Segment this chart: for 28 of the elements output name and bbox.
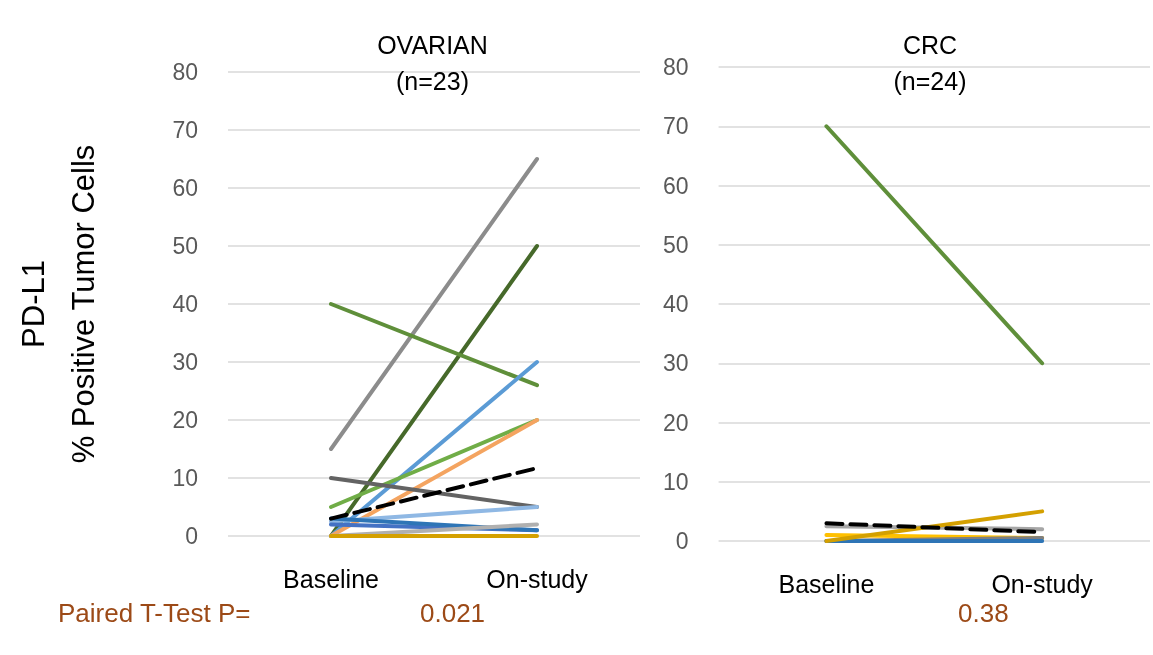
y-tick-label: 50 bbox=[172, 233, 198, 259]
y-tick-label: 30 bbox=[172, 349, 198, 375]
y-tick-label: 30 bbox=[662, 350, 689, 377]
x-tick-label: On-study bbox=[991, 569, 1094, 598]
y-tick-label: 0 bbox=[185, 523, 198, 549]
y-tick-label: 60 bbox=[662, 172, 689, 199]
y-tick-label: 70 bbox=[172, 117, 198, 143]
y-tick-label: 20 bbox=[662, 409, 689, 436]
chart-title: CRC (n=24) bbox=[893, 31, 967, 95]
y-tick-label: 80 bbox=[172, 59, 198, 85]
text: 0.021 bbox=[420, 598, 486, 628]
x-tick-label: On-study bbox=[486, 564, 589, 593]
y-tick-label: 10 bbox=[172, 465, 198, 491]
x-tick-label: Baseline bbox=[778, 569, 875, 598]
y-axis-title: PD-L1 % Positive Tumor Cells bbox=[15, 144, 101, 464]
y-tick-label: 40 bbox=[662, 291, 689, 317]
x-tick-label: Baseline bbox=[283, 564, 379, 593]
y-tick-label: 50 bbox=[662, 231, 689, 258]
y-tick-label: 70 bbox=[662, 113, 689, 140]
y-tick-label: 40 bbox=[172, 291, 198, 317]
chart-title: OVARIAN (n=23) bbox=[377, 31, 488, 95]
y-tick-label: 10 bbox=[662, 468, 689, 495]
text: Paired T-Test P= bbox=[58, 598, 251, 628]
y-tick-label: 0 bbox=[675, 528, 689, 554]
text: 0.38 bbox=[958, 598, 1009, 628]
y-tick-label: 60 bbox=[172, 175, 198, 201]
y-tick-label: 80 bbox=[662, 54, 689, 80]
y-tick-label: 20 bbox=[172, 407, 198, 433]
